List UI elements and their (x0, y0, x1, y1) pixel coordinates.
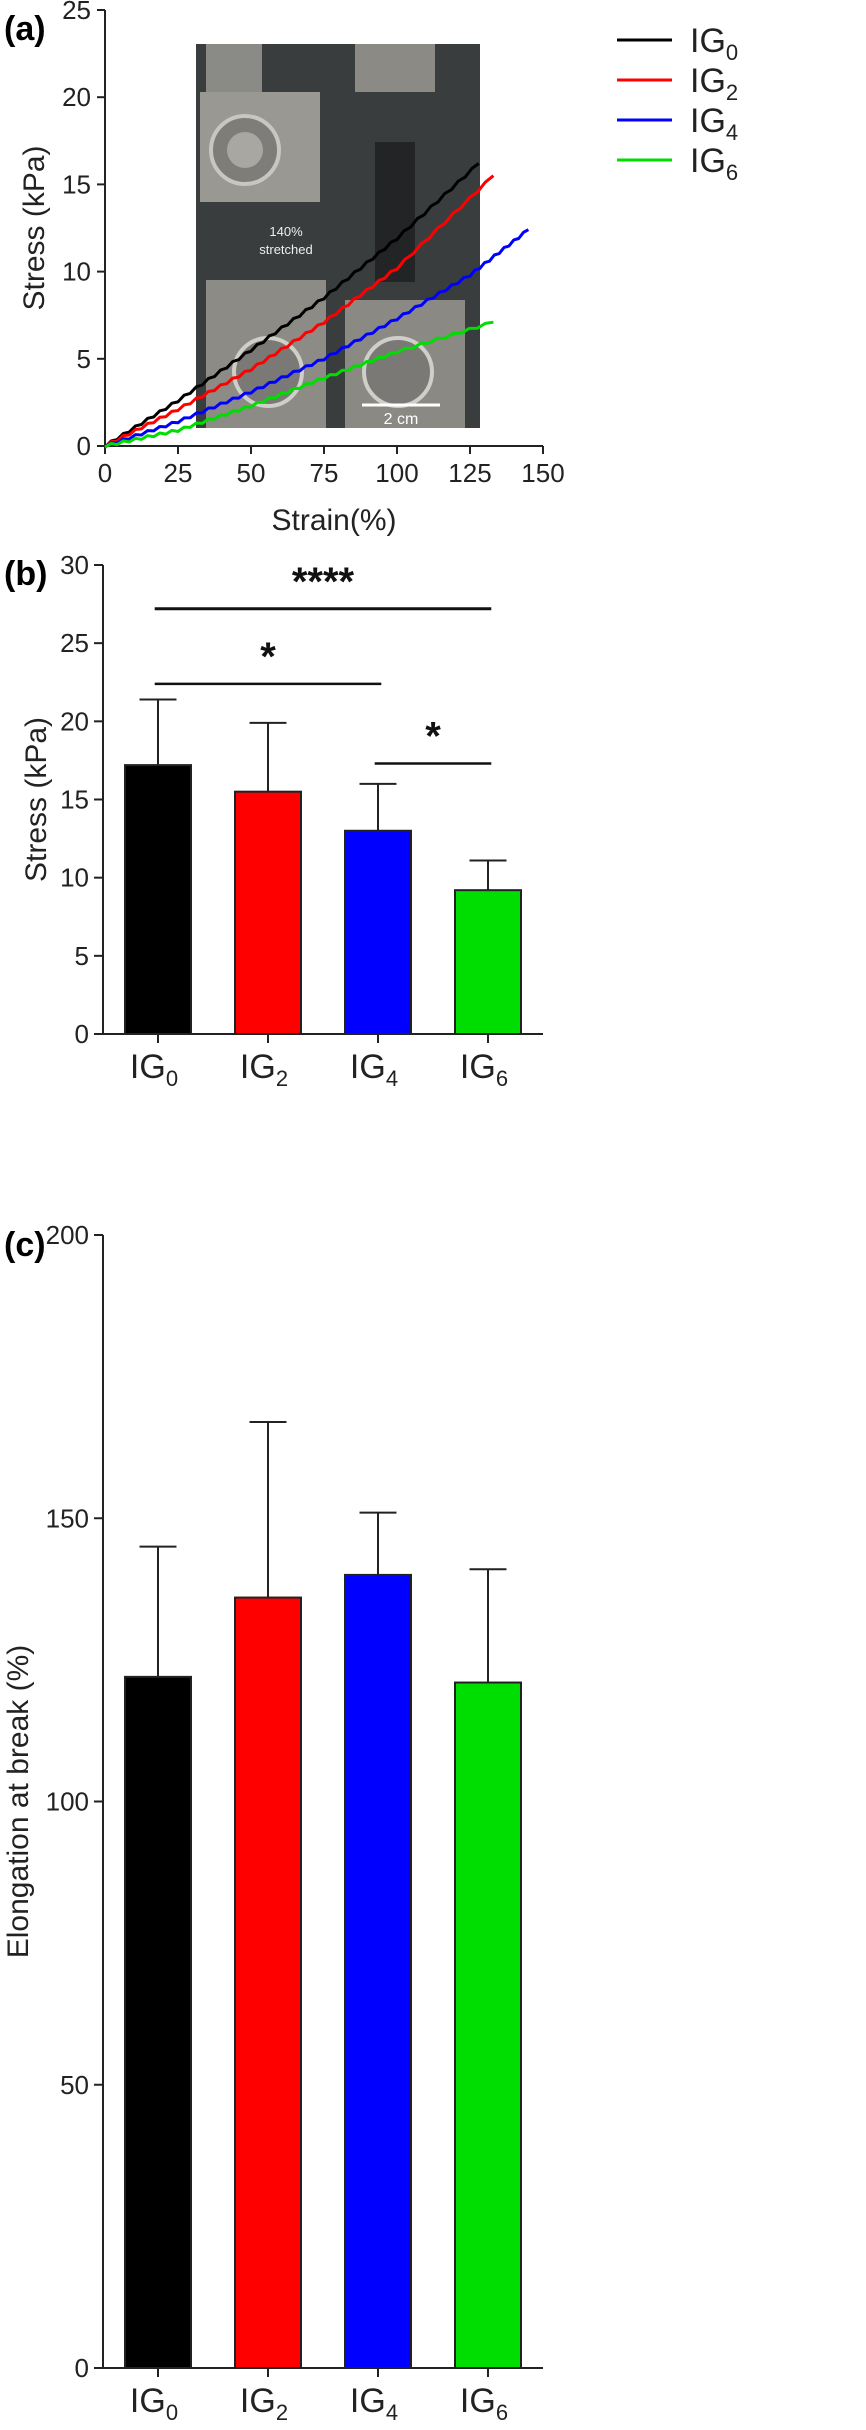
inset-scale-label: 2 cm (384, 411, 419, 428)
bar-IG6 (454, 889, 522, 1035)
y-tick-label: 20 (62, 82, 91, 112)
panel-b-label: (b) (4, 555, 47, 593)
legend-label-IG6: IG6 (690, 142, 738, 185)
significance-label: * (260, 635, 276, 679)
y-tick-label: 25 (60, 628, 89, 658)
series-line-IG0 (103, 162, 480, 449)
panel-a-axes: 0 5 10 15 20 25 0 25 50 75 100 125 150 Strain(%) Stres… (18, 0, 565, 537)
y-tick-label: 10 (62, 257, 91, 287)
bar-IG6 (454, 1681, 522, 2370)
panel-c-elongation-bar-chart: (c) 0 50 100 150 200 IG0 IG2 IG4 IG6 Elongation a… (2, 1220, 543, 2425)
x-tick-label: 0 (98, 458, 112, 488)
legend-label-IG4: IG4 (690, 102, 738, 145)
x-tick-label-IG4: IG4 (350, 1048, 398, 1091)
y-tick-label: 5 (77, 344, 91, 374)
series-line-IG6 (104, 320, 494, 449)
x-tick-label: 150 (521, 458, 564, 488)
y-tick-label: 15 (62, 169, 91, 199)
y-tick-label: 5 (75, 941, 89, 971)
y-tick-label: 25 (62, 0, 91, 25)
x-tick-label: 125 (448, 458, 491, 488)
y-tick-label: 200 (46, 1220, 89, 1250)
x-tick-label-IG2: IG2 (240, 1048, 288, 1091)
x-tick-label: 75 (310, 458, 339, 488)
x-tick-label-IG0: IG0 (130, 1048, 178, 1091)
bar-IG0 (124, 764, 192, 1036)
y-tick-label: 50 (60, 2070, 89, 2100)
legend-label-IG0: IG0 (690, 22, 738, 65)
y-tick-label: 150 (46, 1503, 89, 1533)
series-line-IG4 (104, 228, 530, 449)
y-tick-label: 15 (60, 785, 89, 815)
x-tick-label-IG2: IG2 (240, 2382, 288, 2425)
x-tick-label: 100 (375, 458, 418, 488)
series-line-IG2 (103, 174, 495, 449)
x-tick-label-IG6: IG6 (460, 2382, 508, 2425)
x-tick-label-IG6: IG6 (460, 1048, 508, 1091)
y-tick-label: 0 (75, 2353, 89, 2383)
inset-caption-line2: stretched (259, 242, 312, 257)
x-tick-label-IG4: IG4 (350, 2382, 398, 2425)
x-tick-label: 50 (237, 458, 266, 488)
y-tick-label: 0 (75, 1019, 89, 1049)
panel-c-label: (c) (4, 1226, 46, 1264)
bar-IG2 (234, 790, 302, 1036)
bar-IG0 (124, 1675, 192, 2369)
y-axis-title: Stress (kPa) (20, 717, 53, 882)
panel-a-label: (a) (4, 10, 46, 48)
significance-label: **** (292, 560, 355, 604)
sample-photo-inset: 140% stretched 2 cm (196, 44, 480, 428)
y-tick-label: 100 (46, 1787, 89, 1817)
panel-c-axes: 0 50 100 150 200 IG0 IG2 IG4 IG6 Elongation at br… (2, 1220, 543, 2425)
y-axis-title: Elongation at break (%) (2, 1645, 35, 1959)
inset-caption-line1: 140% (269, 224, 303, 239)
significance-label: * (425, 715, 441, 759)
y-tick-label: 0 (77, 431, 91, 461)
y-axis-title: Stress (kPa) (18, 145, 51, 310)
panel-a-stress-strain-chart: (a) 0 5 10 15 20 25 0 25 50 75 100 125 150 Strain(%) S… (4, 0, 738, 537)
y-tick-label: 10 (60, 863, 89, 893)
x-tick-label-IG0: IG0 (130, 2382, 178, 2425)
bar-IG2 (234, 1596, 302, 2370)
x-tick-label: 25 (164, 458, 193, 488)
panel-b-stress-bar-chart: (b) 0 5 10 15 20 25 30 IG0 IG2 IG4 IG6 Stress (kPa)… (4, 550, 543, 1091)
panel-a-series (103, 162, 530, 449)
y-tick-label: 30 (60, 550, 89, 580)
bar-IG4 (344, 829, 412, 1035)
legend-label-IG2: IG2 (690, 62, 738, 105)
x-axis-title: Strain(%) (271, 504, 396, 537)
bar-IG4 (344, 1573, 412, 2369)
y-tick-label: 20 (60, 706, 89, 736)
